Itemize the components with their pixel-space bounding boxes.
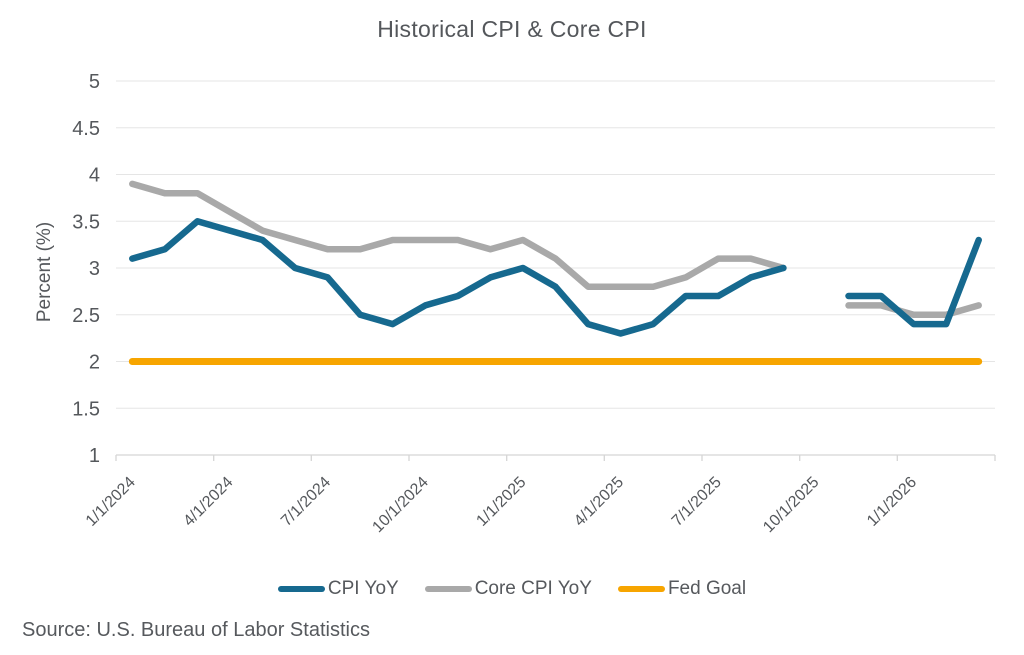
y-tick-label: 1.5 [72,398,100,420]
y-axis-title: Percent (%) [34,222,55,322]
legend-swatch-fed-goal [617,586,665,592]
x-tick-label: 4/1/2024 [180,474,236,530]
y-tick-label: 4.5 [72,118,100,140]
x-tick-label: 10/1/2024 [369,474,431,536]
legend-label-fed-goal: Fed Goal [667,578,747,599]
legend-swatch-cpi-yoy [277,586,325,592]
y-tick-label: 2.5 [72,305,100,327]
y-tick-label: 3 [89,258,100,280]
series-line-cpi-yoy [845,236,982,328]
y-tick-label: 4 [89,165,100,187]
series-line-cpi-yoy [129,218,787,337]
series-line-core-cpi-yoy [129,180,787,290]
legend-swatch-core-cpi-yoy [424,586,472,592]
chart-title: Historical CPI & Core CPI [377,16,647,42]
legend: CPI YoY Core CPI YoY Fed Goal [0,578,1024,600]
x-tick-label: 1/1/2026 [864,474,920,530]
y-tick-label: 5 [89,71,100,93]
y-tick-label: 1 [89,445,100,467]
legend-item-cpi-yoy: CPI YoY [277,578,399,600]
x-tick-label: 7/1/2024 [278,474,334,530]
x-tick-label: 4/1/2025 [571,474,627,530]
series-line-core-cpi-yoy [845,302,982,319]
x-tick-label: 7/1/2025 [669,474,725,530]
y-tick-label: 2 [89,352,100,374]
source-note: Source: U.S. Bureau of Labor Statistics [22,619,370,641]
x-tick-label: 10/1/2025 [760,474,822,536]
x-tick-label: 1/1/2025 [473,474,529,530]
y-tick-label: 3.5 [72,211,100,233]
legend-item-fed-goal: Fed Goal [617,578,747,600]
legend-item-core-cpi-yoy: Core CPI YoY [424,578,592,600]
legend-label-cpi-yoy: CPI YoY [327,578,399,599]
x-tick-label: 1/1/2024 [83,474,139,530]
legend-label-core-cpi-yoy: Core CPI YoY [474,578,592,599]
